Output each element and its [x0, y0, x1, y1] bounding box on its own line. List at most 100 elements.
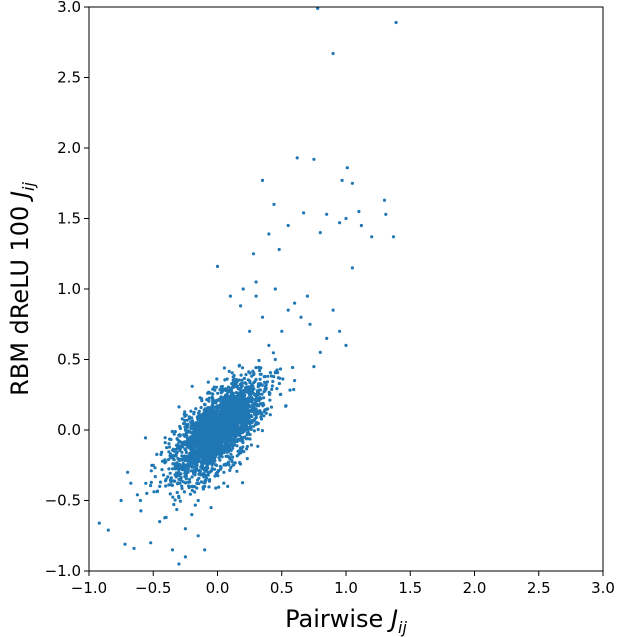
- scatter-point: [238, 416, 242, 420]
- scatter-point: [254, 366, 258, 370]
- scatter-point: [216, 445, 220, 449]
- scatter-point: [318, 350, 322, 354]
- scatter-point: [227, 400, 231, 404]
- scatter-point: [239, 373, 243, 377]
- scatter-point: [331, 51, 335, 56]
- scatter-point: [203, 402, 207, 406]
- scatter-point: [174, 443, 179, 447]
- scatter-point: [190, 443, 194, 447]
- x-axis-label-base: Pairwise: [285, 605, 391, 633]
- scatter-point: [197, 409, 201, 413]
- scatter-point: [218, 453, 222, 457]
- scatter-point: [278, 376, 282, 380]
- scatter-point: [256, 427, 260, 432]
- x-tick-label: 0.0: [206, 579, 230, 597]
- scatter-point: [203, 448, 208, 452]
- scatter-point: [261, 401, 265, 405]
- scatter-point: [244, 373, 248, 377]
- scatter-point: [240, 409, 244, 413]
- scatter-point: [193, 490, 197, 494]
- scatter-point: [222, 366, 226, 370]
- scatter-point: [253, 412, 258, 416]
- scatter-point: [254, 377, 258, 382]
- scatter-point: [188, 430, 193, 434]
- scatter-point: [260, 315, 265, 319]
- scatter-point: [245, 405, 249, 409]
- scatter-point: [208, 391, 212, 395]
- scatter-point: [229, 414, 233, 418]
- scatter-point: [188, 457, 192, 461]
- scatter-point: [211, 408, 215, 412]
- scatter-point: [262, 414, 266, 418]
- x-axis-ticks: −1.0 −0.5 0.0 0.5 1.0 1.5 2.0 2.5 3.0: [71, 571, 615, 597]
- scatter-point: [207, 399, 211, 403]
- scatter-point: [164, 484, 168, 488]
- scatter-point: [227, 369, 231, 373]
- scatter-point: [215, 408, 219, 412]
- scatter-point: [258, 377, 262, 381]
- scatter-point: [245, 385, 249, 389]
- scatter-point: [273, 357, 277, 362]
- scatter-point: [222, 470, 226, 474]
- scatter-point: [202, 461, 206, 465]
- scatter-point: [291, 365, 295, 370]
- scatter-point: [184, 450, 188, 455]
- scatter-point: [193, 437, 197, 441]
- scatter-point: [178, 446, 183, 450]
- scatter-point: [195, 443, 199, 447]
- scatter-point: [175, 463, 179, 467]
- scatter-point: [191, 419, 195, 423]
- scatter-point: [325, 336, 329, 340]
- scatter-point: [178, 499, 182, 503]
- scatter-point: [196, 478, 200, 482]
- scatter-point: [206, 426, 211, 430]
- scatter-point: [198, 396, 202, 400]
- scatter-point: [167, 457, 171, 462]
- scatter-point: [171, 495, 175, 499]
- scatter-point: [192, 431, 196, 435]
- scatter-point: [250, 414, 254, 419]
- scatter-point: [184, 472, 188, 476]
- scatter-point: [190, 488, 194, 492]
- scatter-point: [207, 396, 211, 400]
- scatter-point: [218, 464, 222, 468]
- scatter-point: [149, 541, 153, 545]
- scatter-point: [235, 406, 239, 410]
- scatter-point: [207, 429, 211, 434]
- scatter-point: [214, 439, 218, 443]
- scatter-point: [177, 562, 181, 566]
- scatter-point: [243, 389, 247, 394]
- scatter-point: [172, 432, 176, 436]
- scatter-point: [235, 380, 239, 384]
- scatter-point: [189, 409, 193, 413]
- scatter-point: [235, 414, 239, 418]
- scatter-point: [185, 425, 190, 429]
- scatter-point: [230, 425, 234, 429]
- scatter-point: [167, 467, 171, 471]
- scatter-point: [269, 374, 273, 378]
- scatter-point: [184, 413, 188, 417]
- scatter-point: [204, 412, 208, 416]
- scatter-point: [183, 443, 188, 447]
- scatter-point: [240, 412, 244, 416]
- scatter-point: [382, 198, 387, 202]
- scatter-point: [230, 371, 234, 375]
- scatter-point: [230, 458, 234, 462]
- y-tick-label: −0.5: [45, 492, 81, 510]
- scatter-point: [194, 425, 198, 429]
- scatter-point: [209, 429, 213, 433]
- scatter-point: [214, 436, 218, 441]
- scatter-point: [233, 429, 237, 433]
- scatter-point: [240, 378, 244, 382]
- scatter-point: [167, 442, 171, 446]
- scatter-point: [245, 447, 249, 451]
- scatter-point: [168, 437, 172, 441]
- x-tick-label: 3.0: [591, 579, 615, 597]
- scatter-point: [178, 444, 182, 448]
- y-axis-label-sub: ij: [19, 182, 38, 191]
- scatter-point: [244, 402, 248, 406]
- scatter-point: [250, 389, 254, 393]
- scatter-point: [284, 404, 288, 408]
- scatter-point: [202, 424, 206, 428]
- scatter-point: [205, 433, 209, 437]
